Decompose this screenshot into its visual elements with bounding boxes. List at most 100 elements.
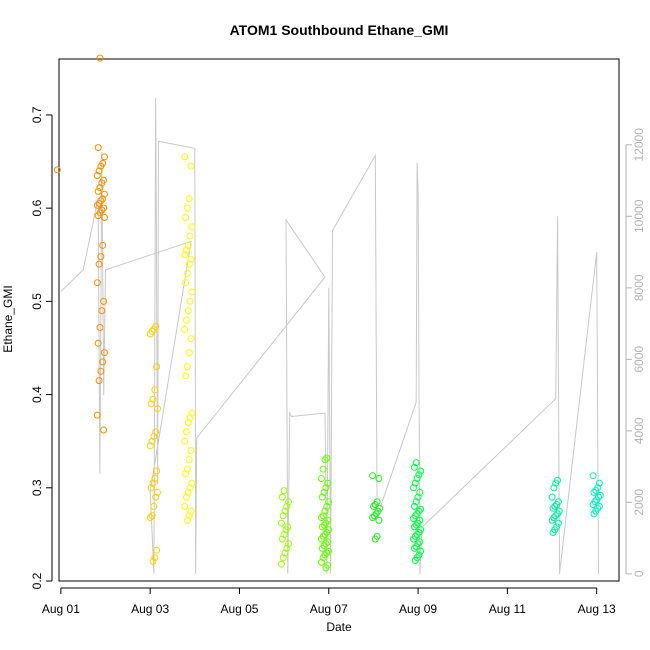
data-point (181, 153, 189, 161)
data-point (283, 502, 291, 510)
data-point (97, 253, 105, 261)
y-axis-left: 0.2 0.3 0.4 0.5 0.6 0.7 (30, 106, 53, 589)
data-point (413, 530, 421, 538)
data-point (150, 325, 158, 333)
x-tick-label: Aug 07 (310, 602, 348, 616)
x-axis-label: Date (326, 620, 352, 634)
data-point (183, 516, 191, 524)
altitude-line (60, 98, 599, 574)
data-point (188, 409, 196, 417)
data-point (279, 554, 287, 562)
x-tick-label: Aug 03 (131, 602, 169, 616)
data-point (281, 549, 289, 557)
x-tick-label: Aug 01 (42, 602, 80, 616)
data-point (548, 516, 556, 524)
data-point (186, 297, 194, 305)
data-point (95, 167, 103, 175)
data-point (280, 530, 288, 538)
data-point (410, 515, 417, 522)
data-point (317, 558, 325, 566)
data-point (412, 521, 420, 529)
data-point (590, 488, 598, 496)
chart-title: ATOM1 Southbound Ethane_GMI (230, 22, 449, 38)
data-point (369, 514, 377, 522)
data-point (549, 529, 557, 536)
data-point (94, 339, 102, 347)
y2-tick-label: 12000 (632, 128, 646, 162)
data-point (277, 519, 285, 527)
y2-tick-label: 8000 (632, 274, 646, 301)
data-point (370, 502, 377, 510)
data-point (187, 335, 195, 343)
data-point (375, 475, 383, 482)
data-point (146, 514, 154, 522)
data-point (95, 260, 103, 268)
data-point (371, 535, 379, 543)
data-point (182, 470, 190, 478)
data-point (150, 502, 158, 510)
data-point (415, 471, 423, 479)
data-point (151, 475, 159, 482)
data-point (148, 512, 156, 520)
data-point (592, 487, 600, 495)
data-point (589, 472, 597, 480)
data-point (96, 324, 104, 331)
data-point (100, 426, 108, 434)
data-point (319, 554, 327, 562)
data-point (324, 538, 332, 546)
data-point (550, 484, 558, 492)
data-point (410, 523, 418, 531)
data-point (596, 491, 604, 499)
data-point (182, 279, 190, 287)
data-point (552, 479, 560, 487)
data-point (325, 547, 333, 555)
data-point (410, 502, 418, 510)
data-point (279, 512, 287, 520)
data-point (96, 184, 104, 192)
data-point (410, 484, 417, 492)
data-point (417, 467, 425, 475)
data-point (278, 493, 286, 501)
data-point (94, 212, 102, 220)
plot-area (58, 58, 620, 582)
data-point (182, 214, 190, 221)
data-point (151, 386, 159, 394)
data-point (184, 307, 192, 315)
data-point (370, 512, 378, 520)
data-point (186, 484, 194, 492)
data-point (412, 498, 420, 506)
data-point (183, 269, 191, 277)
data-point (317, 475, 325, 482)
data-point (410, 463, 418, 471)
data-point (185, 349, 193, 357)
data-point (97, 367, 105, 375)
data-point (153, 546, 161, 554)
data-point (183, 493, 190, 501)
data-point (154, 488, 161, 496)
data-point (415, 529, 423, 536)
data-point (318, 523, 326, 531)
data-point (321, 456, 329, 464)
data-point (101, 214, 108, 221)
altitude-line-layer (60, 98, 599, 574)
x-tick-label: Aug 13 (578, 602, 616, 616)
data-point (375, 516, 383, 524)
data-point (94, 144, 102, 152)
data-point (320, 488, 328, 496)
data-point (101, 190, 108, 198)
data-point (100, 297, 108, 305)
data-point (185, 456, 193, 464)
y-axis-right: 0 2000 4000 6000 8000 10000 12000 (625, 128, 646, 577)
data-point (324, 479, 332, 487)
data-point (185, 195, 193, 203)
data-point (183, 363, 191, 371)
data-point (417, 547, 425, 555)
data-point (152, 493, 160, 501)
data-point (96, 54, 104, 62)
data-point (184, 488, 192, 496)
data-point (549, 504, 557, 512)
data-point (148, 437, 156, 445)
data-point (182, 372, 190, 380)
data-point (183, 428, 190, 436)
data-point (412, 459, 420, 467)
